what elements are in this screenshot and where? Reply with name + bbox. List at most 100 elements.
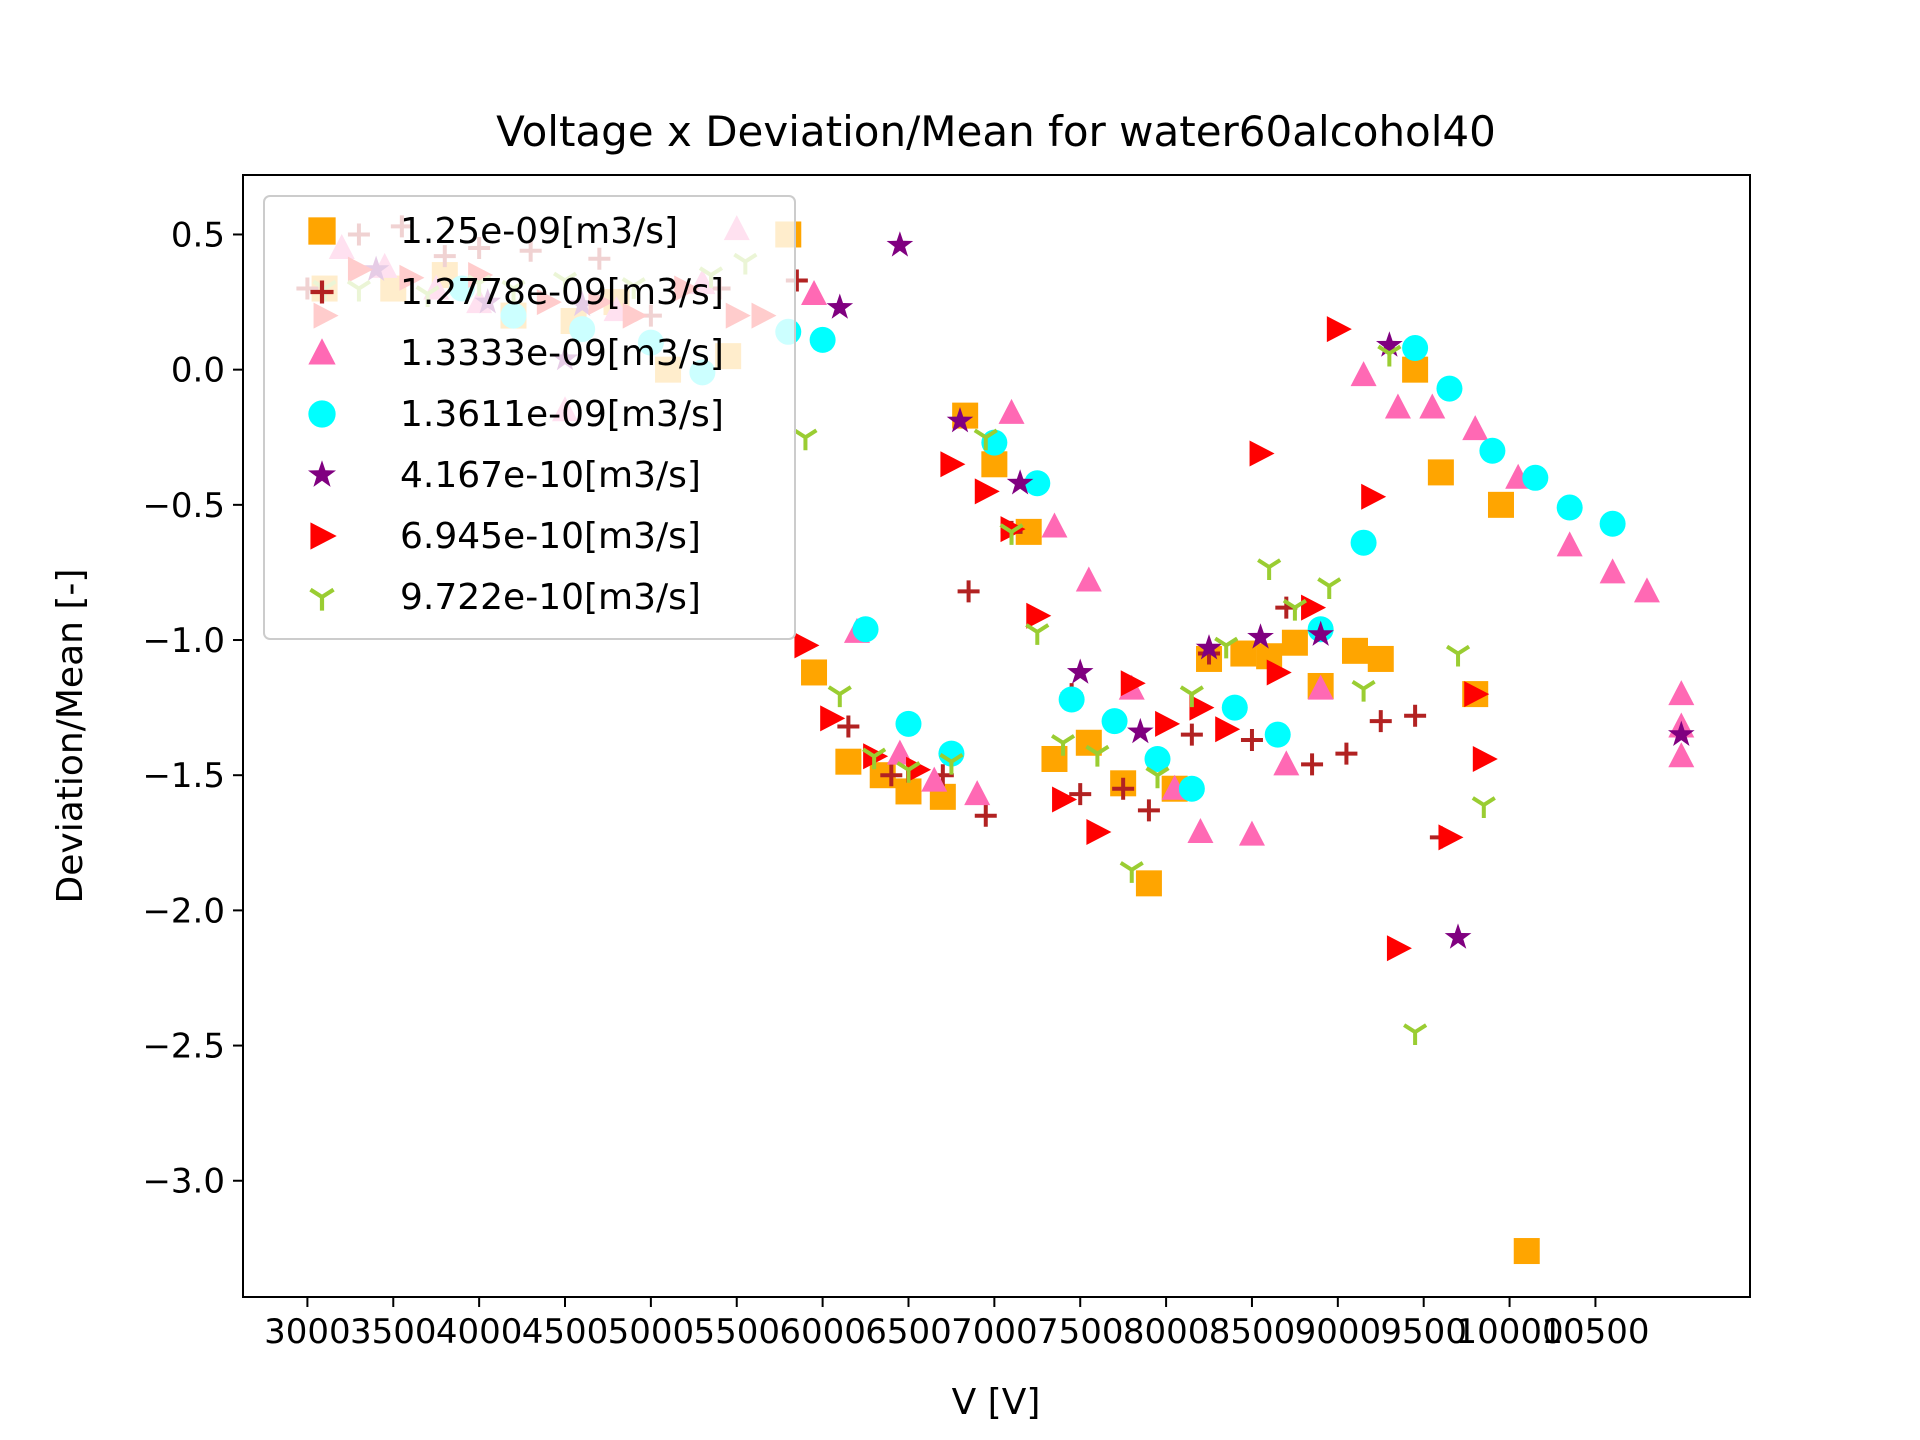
data-point — [1350, 361, 1377, 387]
data-point — [1221, 694, 1248, 721]
data-point — [1179, 685, 1204, 708]
data-point — [1266, 659, 1292, 686]
data-point — [1444, 923, 1472, 949]
data-point — [1281, 629, 1308, 656]
data-point — [1215, 716, 1241, 743]
legend-marker — [308, 400, 336, 428]
data-point — [1556, 494, 1583, 521]
data-point — [1257, 558, 1282, 581]
data-point — [1438, 824, 1464, 851]
x-tick-label: 6500 — [865, 1312, 952, 1352]
data-point — [1145, 766, 1170, 789]
data-point — [1155, 710, 1181, 737]
data-point — [1599, 510, 1626, 537]
data-point — [1335, 742, 1358, 765]
x-tick-label: 4000 — [436, 1312, 523, 1352]
data-point — [826, 293, 854, 319]
data-point — [974, 478, 1000, 505]
data-point — [1086, 818, 1112, 845]
x-tick-label: 3500 — [350, 1312, 437, 1352]
legend-marker — [310, 280, 334, 304]
legend-label: 9.722e-10[m3/s] — [400, 577, 701, 618]
data-point — [1301, 594, 1327, 621]
data-point — [1120, 670, 1146, 697]
data-point — [921, 766, 948, 792]
chart-title: Voltage x Deviation/Mean for water60alco… — [496, 107, 1496, 156]
x-tick-label: 8000 — [1123, 1312, 1210, 1352]
data-point — [1402, 335, 1429, 362]
y-tick-label: −3.0 — [142, 1162, 225, 1202]
legend-entry: 1.3611e-09[m3/s] — [308, 394, 724, 435]
data-point — [1377, 344, 1402, 367]
data-point — [1472, 745, 1498, 772]
data-point — [801, 279, 828, 305]
x-tick-label: 5000 — [608, 1312, 695, 1352]
data-point — [1085, 744, 1110, 767]
data-point — [835, 748, 862, 775]
data-point — [1487, 491, 1514, 518]
x-tick-label: 7000 — [951, 1312, 1038, 1352]
data-point — [1135, 870, 1162, 897]
data-point — [998, 398, 1025, 424]
legend-entry: 9.722e-10[m3/s] — [309, 577, 701, 618]
legend-marker — [309, 587, 335, 611]
data-point — [973, 428, 998, 451]
x-tick-label: 5500 — [693, 1312, 780, 1352]
y-tick-label: −2.0 — [142, 891, 225, 931]
data-point — [1367, 645, 1394, 672]
data-point — [1041, 512, 1068, 538]
data-point — [1301, 753, 1324, 776]
data-point — [1350, 529, 1377, 556]
data-point — [886, 231, 914, 257]
data-point — [1668, 680, 1695, 706]
y-tick-label: −0.5 — [142, 486, 225, 526]
data-point — [837, 715, 860, 738]
data-point — [1238, 820, 1265, 846]
data-point — [1436, 375, 1463, 402]
data-point — [1326, 316, 1352, 343]
data-point — [1386, 935, 1412, 962]
data-point — [1264, 721, 1291, 748]
data-point — [809, 326, 836, 353]
data-point — [896, 761, 921, 783]
data-point — [906, 756, 932, 783]
x-axis-ticks: 3000 3500 4000 4500 5000 5500 6000 6500 7000 7500… — [264, 1297, 1650, 1352]
data-point — [938, 740, 965, 767]
data-point — [1384, 393, 1411, 419]
y-tick-label: −2.5 — [142, 1027, 225, 1067]
legend-label: 1.3611e-09[m3/s] — [400, 394, 724, 435]
data-point — [1668, 742, 1695, 768]
data-point — [862, 747, 887, 770]
x-tick-label: 4500 — [522, 1312, 609, 1352]
data-point — [974, 804, 997, 827]
data-point — [1273, 750, 1300, 776]
data-point — [1599, 558, 1626, 584]
data-point — [1127, 717, 1154, 744]
x-tick-label: 9500 — [1380, 1312, 1467, 1352]
data-point — [880, 764, 903, 787]
data-point — [1144, 745, 1171, 772]
data-point — [1101, 708, 1128, 735]
data-point — [1187, 817, 1214, 843]
data-point — [1317, 577, 1342, 599]
data-point — [1052, 786, 1078, 813]
y-tick-label: 0.0 — [171, 351, 225, 391]
data-point — [1112, 777, 1135, 800]
legend-label: 1.25e-09[m3/s] — [400, 211, 678, 252]
legend-label: 6.945e-10[m3/s] — [400, 516, 701, 557]
data-point — [1006, 469, 1034, 495]
data-point — [1403, 1023, 1428, 1046]
data-point — [794, 632, 820, 659]
x-tick-label: 8500 — [1209, 1312, 1296, 1352]
legend-entry: 1.25e-09[m3/s] — [308, 211, 678, 252]
data-point — [1427, 459, 1454, 486]
legend-marker — [310, 522, 337, 550]
data-point — [1050, 734, 1076, 756]
data-point — [1195, 634, 1223, 660]
data-point — [1026, 602, 1052, 629]
legend-box — [263, 195, 796, 640]
legend-entry: 1.3333e-09[m3/s] — [308, 333, 724, 374]
data-point — [801, 659, 828, 686]
data-point — [1522, 464, 1549, 491]
legend-label: 1.2778e-09[m3/s] — [400, 272, 724, 313]
